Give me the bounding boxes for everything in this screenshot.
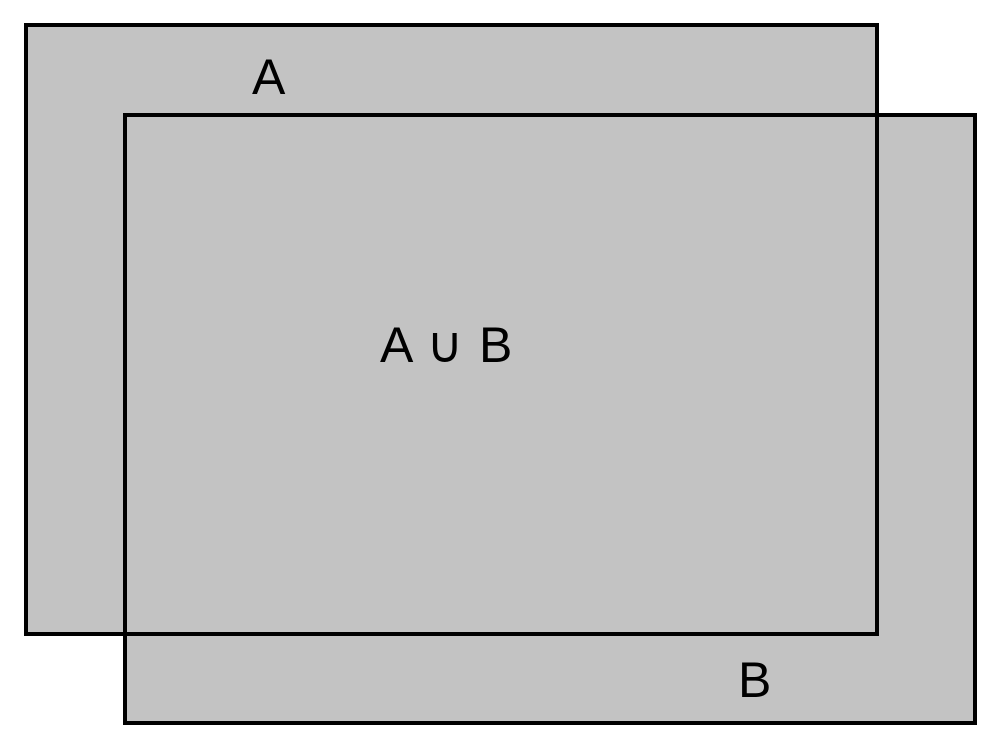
set-b-label: B — [738, 652, 772, 708]
set-b-rectangle — [123, 113, 977, 725]
set-a-outline — [24, 23, 879, 636]
union-label: A ∪ B — [380, 317, 514, 373]
set-a-label: A — [252, 49, 286, 105]
